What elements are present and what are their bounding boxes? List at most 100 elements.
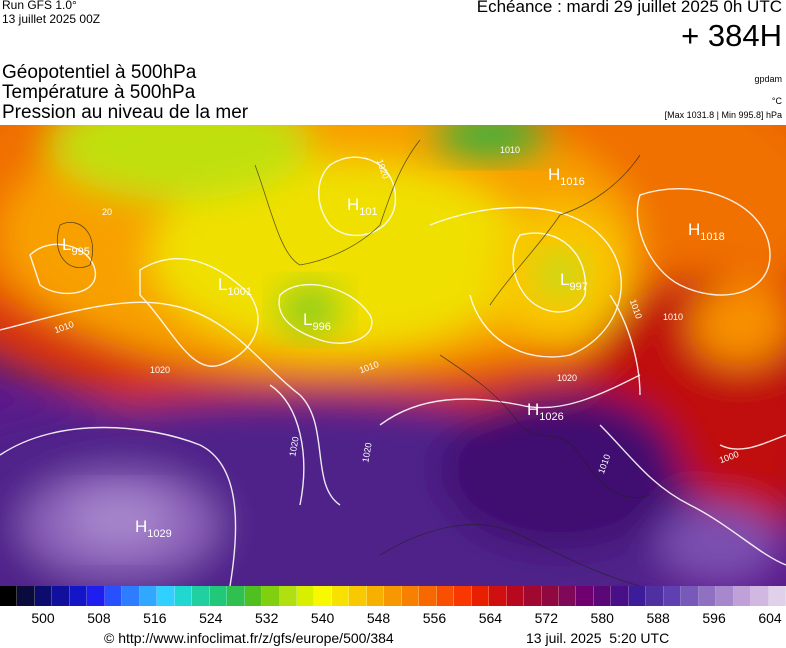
colorbar-swatch bbox=[17, 586, 35, 606]
unit: °C bbox=[771, 96, 782, 106]
pressure-value: 1016 bbox=[560, 176, 584, 188]
colorbar-tick-label: 516 bbox=[143, 610, 167, 626]
colorbar-tick-label: 580 bbox=[590, 610, 614, 626]
colorbar-swatch bbox=[104, 586, 123, 606]
colorbar-swatch bbox=[174, 586, 193, 606]
colorbar-swatch bbox=[34, 586, 53, 606]
pressure-center: L1001 bbox=[218, 275, 252, 298]
colorbar-swatch bbox=[349, 586, 367, 606]
run-date: 13 juillet 2025 00Z bbox=[2, 12, 101, 26]
contour-label: 20 bbox=[102, 207, 112, 217]
colorbar-swatch bbox=[524, 586, 542, 606]
contour-label: 1010 bbox=[663, 312, 683, 322]
colorbar-swatch bbox=[0, 586, 18, 606]
colorbar-swatch bbox=[593, 586, 612, 606]
colorbar-swatch bbox=[331, 586, 350, 606]
colorbar-swatch bbox=[122, 586, 140, 606]
pressure-letter: L bbox=[218, 275, 227, 294]
pressure-letter: L bbox=[62, 235, 71, 254]
contour-label: 1010 bbox=[500, 145, 520, 155]
contour-label: 1020 bbox=[150, 365, 170, 375]
colorbar-tick-label: 572 bbox=[534, 610, 558, 626]
colorbar-swatch bbox=[751, 586, 769, 606]
colorbar-swatch bbox=[716, 586, 734, 606]
unit: gpdam bbox=[754, 74, 782, 84]
pressure-value: 1029 bbox=[147, 528, 171, 540]
colorbar-tick-label: 588 bbox=[646, 610, 670, 626]
colorbar-tick-label: 604 bbox=[758, 610, 782, 626]
map: H1016H1018H101L995L1001L996L997H1026H102… bbox=[0, 125, 786, 586]
pressure-value: 1026 bbox=[539, 411, 563, 423]
valid-time: Echéance : mardi 29 juillet 2025 0h UTC bbox=[476, 0, 782, 16]
colorbar-swatch bbox=[227, 586, 245, 606]
pressure-letter: L bbox=[560, 270, 569, 289]
contour-label: 1020 bbox=[287, 436, 300, 457]
colorbar-swatch bbox=[471, 586, 490, 606]
pressure-center: H1029 bbox=[135, 517, 172, 540]
pressure-center: H101 bbox=[347, 195, 378, 218]
colorbar-swatch bbox=[541, 586, 559, 606]
colorbar-swatch bbox=[419, 586, 437, 606]
colorbar-swatch bbox=[314, 586, 332, 606]
pressure-letter: H bbox=[347, 195, 359, 214]
pressure-center: L996 bbox=[303, 310, 331, 333]
pressure-center: L995 bbox=[62, 235, 90, 258]
pressure-center: H1018 bbox=[688, 220, 725, 243]
footer-url: © http://www.infoclimat.fr/z/gfs/europe/… bbox=[104, 630, 394, 646]
colorbar-swatch bbox=[366, 586, 385, 606]
colorbar-swatch bbox=[559, 586, 577, 606]
pressure-letter: H bbox=[688, 220, 700, 239]
pressure-value: 1018 bbox=[700, 231, 724, 243]
colorbar-swatch bbox=[663, 586, 682, 606]
colorbar-swatch bbox=[646, 586, 664, 606]
pressure-value: 997 bbox=[569, 281, 587, 293]
colorbar-swatch bbox=[489, 586, 507, 606]
colorbar-swatch bbox=[279, 586, 297, 606]
colorbar-swatch bbox=[52, 586, 70, 606]
run: Run GFS 1.0° bbox=[2, 0, 77, 12]
colorbar-swatch bbox=[768, 586, 786, 606]
colorbar-swatch bbox=[576, 586, 594, 606]
legend-line: Géopotentiel à 500hPa bbox=[2, 62, 197, 83]
colorbar-tick-label: 540 bbox=[310, 610, 335, 626]
legend-line: Température à 500hPa bbox=[2, 82, 196, 103]
pressure-center: H1026 bbox=[527, 400, 564, 423]
colorbar-tick-label: 556 bbox=[422, 610, 447, 626]
colorbar-swatch bbox=[262, 586, 280, 606]
colorbar-swatch bbox=[69, 586, 88, 606]
colorbar-swatch bbox=[157, 586, 175, 606]
pressure-letter: L bbox=[303, 310, 312, 329]
colorbar-tick-label: 524 bbox=[199, 610, 223, 626]
pressure-letter: H bbox=[548, 165, 560, 184]
colorbar-tick-label: 596 bbox=[702, 610, 726, 626]
footer-stamp: 13 juil. 2025 5:20 UTC bbox=[526, 630, 670, 646]
colorbar-swatch bbox=[628, 586, 647, 606]
colorbar-swatch bbox=[87, 586, 105, 606]
colorbar-swatch bbox=[209, 586, 228, 606]
colorbar bbox=[0, 586, 786, 606]
colorbar-swatch bbox=[681, 586, 699, 606]
colorbar-swatch bbox=[436, 586, 455, 606]
colorbar-swatch bbox=[733, 586, 752, 606]
colorbar-swatch bbox=[401, 586, 420, 606]
pressure-value: 101 bbox=[359, 206, 377, 218]
colorbar-swatch bbox=[698, 586, 717, 606]
pressure-letter: H bbox=[135, 517, 147, 536]
pressure-letter: H bbox=[527, 400, 539, 419]
pressure-value: 995 bbox=[71, 246, 89, 258]
lead-time: + 384H bbox=[681, 18, 782, 53]
pressure-center: L997 bbox=[560, 270, 588, 293]
pressure-value: 1001 bbox=[227, 286, 251, 298]
colorbar-tick-label: 532 bbox=[255, 610, 279, 626]
colorbar-swatch bbox=[192, 586, 210, 606]
colorbar-swatch bbox=[296, 586, 315, 606]
legend-line: Pression au niveau de la mer bbox=[2, 102, 249, 123]
colorbar-tick-label: 548 bbox=[366, 610, 391, 626]
contour-label: 1020 bbox=[360, 442, 373, 463]
colorbar-tick-label: 508 bbox=[87, 610, 111, 626]
unit: [Max 1031.8 | Min 995.8] hPa bbox=[664, 110, 782, 120]
colorbar-swatch bbox=[454, 586, 472, 606]
colorbar-tick-label: 564 bbox=[478, 610, 503, 626]
contour-label: 1020 bbox=[557, 373, 577, 383]
